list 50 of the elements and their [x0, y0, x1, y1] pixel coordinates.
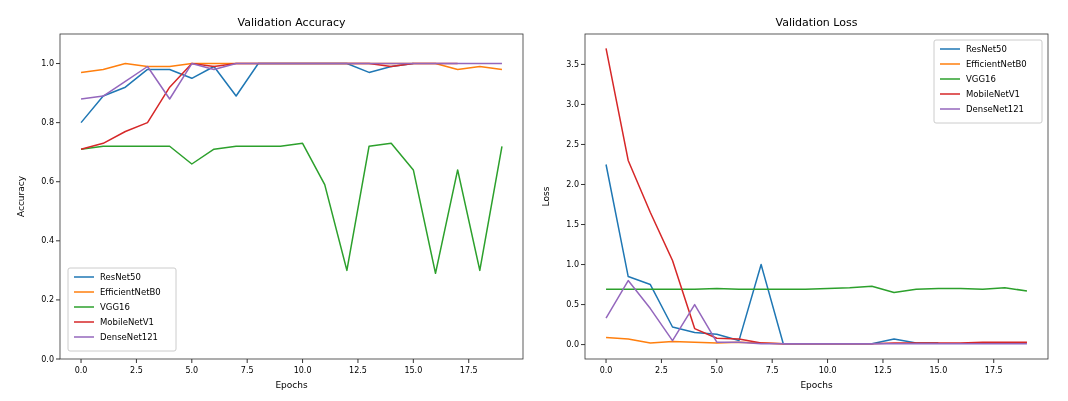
legend-label: ResNet50 — [100, 272, 141, 282]
y-tick-label: 1.0 — [566, 260, 579, 270]
y-tick-label: 0.8 — [41, 118, 54, 128]
x-tick-label: 12.5 — [874, 366, 892, 375]
legend-label: DenseNet121 — [100, 332, 158, 342]
chart-title: Validation Accuracy — [237, 16, 346, 29]
x-tick-label: 10.0 — [818, 366, 837, 375]
legend-label: DenseNet121 — [966, 104, 1024, 114]
line-series — [80, 142, 503, 275]
legend-label: MobileNetV1 — [100, 317, 155, 327]
y-tick-label: 0.5 — [566, 300, 579, 310]
legend-label: VGG16 — [100, 302, 130, 312]
y-tick-label: 2.5 — [566, 140, 579, 150]
x-tick-label: 2.5 — [130, 366, 143, 375]
legend-label: EfficientNetB0 — [966, 59, 1027, 69]
x-axis-title: Epochs — [800, 380, 833, 390]
x-tick-label: 0.0 — [74, 366, 88, 375]
x-tick-label: 10.0 — [293, 366, 312, 375]
legend-label: ResNet50 — [966, 44, 1007, 54]
legend-label: MobileNetV1 — [966, 89, 1021, 99]
line-series — [80, 62, 503, 100]
x-tick-label: 12.5 — [349, 366, 367, 375]
chart-title: Validation Loss — [775, 16, 858, 29]
x-tick-label: 0.0 — [599, 366, 613, 375]
y-tick-label: 0.6 — [41, 177, 54, 187]
x-tick-label: 17.5 — [459, 366, 478, 375]
y-tick-label: 0.0 — [41, 354, 54, 364]
y-tick-label: 1.0 — [41, 59, 54, 69]
x-axis-title: Epochs — [275, 380, 308, 390]
y-tick-label: 3.0 — [566, 100, 579, 109]
x-tick-label: 5.0 — [710, 366, 724, 375]
y-tick-label: 2.0 — [566, 180, 579, 190]
y-tick-label: 0.0 — [566, 340, 579, 350]
legend-label: EfficientNetB0 — [100, 287, 161, 297]
y-tick-label: 1.5 — [566, 220, 579, 230]
y-tick-label: 0.2 — [41, 295, 54, 305]
x-tick-label: 15.0 — [929, 366, 948, 375]
line-series — [605, 279, 1028, 345]
x-tick-label: 5.0 — [185, 366, 199, 375]
legend-label: VGG16 — [966, 74, 996, 84]
line-series — [605, 285, 1028, 294]
x-tick-label: 2.5 — [655, 366, 668, 375]
x-tick-label: 7.5 — [240, 366, 254, 375]
y-tick-label: 3.5 — [566, 59, 579, 69]
y-tick-label: 0.4 — [41, 236, 54, 246]
x-tick-label: 17.5 — [984, 366, 1003, 375]
y-axis-title: Loss — [541, 186, 551, 207]
y-axis-title: Accuracy — [16, 175, 26, 218]
x-tick-label: 7.5 — [765, 366, 779, 375]
x-tick-label: 15.0 — [404, 366, 423, 375]
